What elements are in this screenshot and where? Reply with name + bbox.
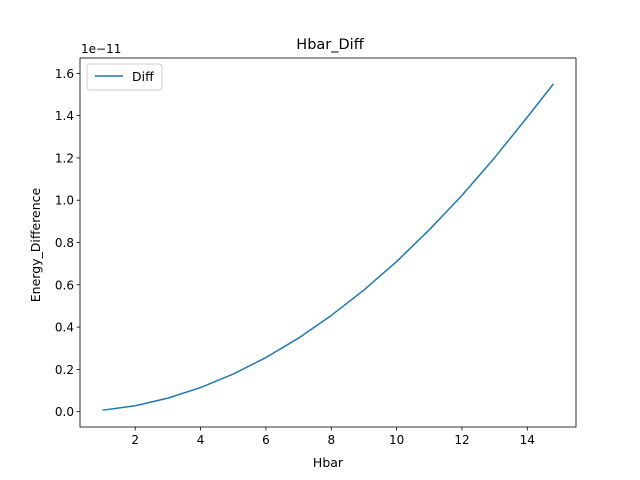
x-tick-label: 6	[262, 433, 270, 447]
legend: Diff	[86, 63, 163, 91]
y-axis-offset-label: 1e−11	[81, 42, 121, 56]
x-axis-label: Hbar	[313, 455, 344, 470]
y-tick-label: 1.6	[55, 67, 74, 81]
ticks: 2 4 6 8 10 12 14 0.0 0.2 0.4 0.6 0.8 1.0 1.2 1.4 1.6	[55, 67, 535, 447]
x-tick-label: 10	[389, 433, 404, 447]
y-tick-label: 0.2	[55, 363, 74, 377]
legend-label-diff: Diff	[132, 69, 154, 84]
y-tick-label: 0.0	[55, 405, 74, 419]
y-tick-label: 1.2	[55, 151, 74, 165]
x-tick-label: 4	[197, 433, 205, 447]
y-axis-label: Energy_Difference	[28, 187, 43, 302]
x-tick-label: 12	[454, 433, 469, 447]
y-tick-label: 0.6	[55, 278, 74, 292]
x-tick-label: 14	[520, 433, 535, 447]
series-line-diff	[102, 83, 555, 411]
y-tick-label: 1.4	[55, 109, 74, 123]
chart-title: Hbar_Diff	[296, 37, 364, 53]
y-tick-label: 0.4	[55, 321, 74, 335]
legend-box	[86, 63, 163, 91]
plot-area	[102, 83, 555, 411]
x-tick-label: 8	[327, 433, 335, 447]
x-tick-label: 2	[131, 433, 139, 447]
y-tick-label: 1.0	[55, 194, 74, 208]
y-tick-label: 0.8	[55, 236, 74, 250]
